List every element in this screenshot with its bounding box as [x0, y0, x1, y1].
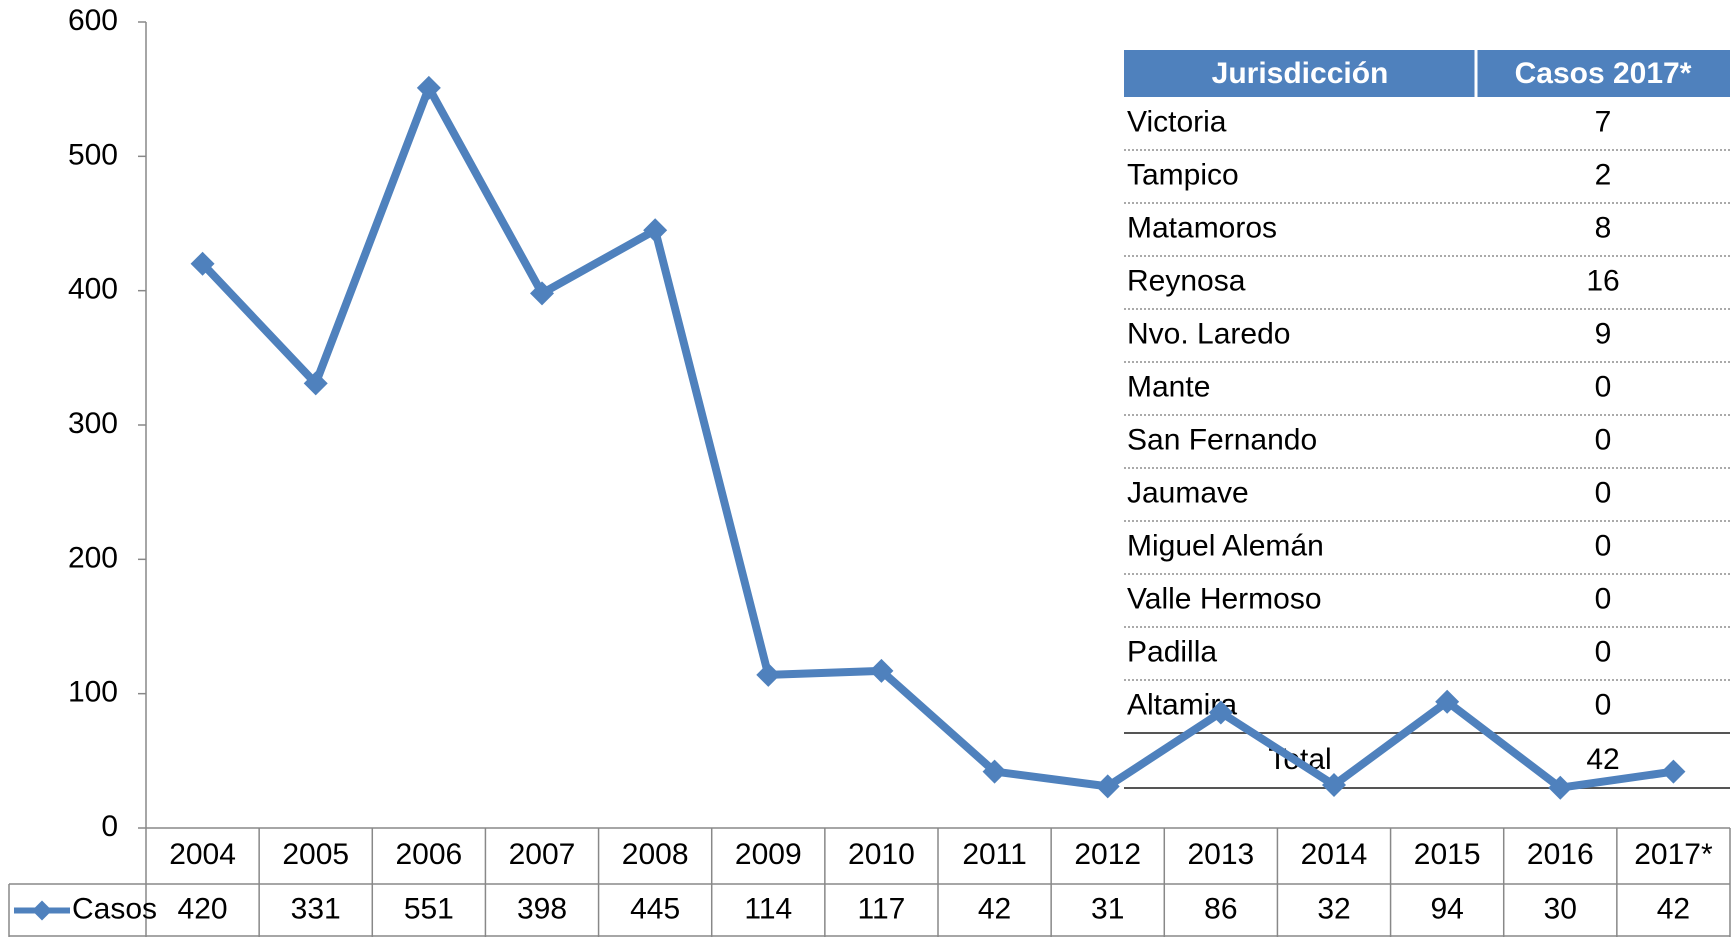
data-table-value: 114	[744, 892, 792, 925]
y-tick-label: 100	[68, 676, 118, 709]
x-tick-label: 2004	[169, 838, 236, 871]
marker	[869, 658, 894, 683]
x-tick-label: 2006	[395, 838, 462, 871]
row-value: 8	[1595, 211, 1612, 244]
row-value: 0	[1595, 582, 1612, 615]
marker	[190, 251, 215, 276]
marker	[1322, 773, 1346, 798]
marker	[756, 662, 781, 687]
data-table-value: 331	[291, 892, 341, 925]
marker	[1548, 775, 1573, 800]
x-tick-label: 2010	[848, 838, 915, 871]
marker	[982, 759, 1007, 784]
data-table-value: 551	[404, 892, 454, 925]
y-tick-label: 600	[68, 4, 118, 37]
data-table-value: 32	[1317, 892, 1350, 925]
row-value: 0	[1595, 423, 1612, 456]
row-label: Nvo. Laredo	[1127, 317, 1290, 350]
x-tick-label: 2013	[1187, 838, 1254, 871]
x-tick-label: 2009	[735, 838, 802, 871]
x-tick-label: 2014	[1301, 838, 1368, 871]
row-value: 0	[1595, 688, 1612, 721]
x-tick-label: 2016	[1527, 838, 1594, 871]
y-tick-label: 0	[101, 810, 118, 843]
data-table-value: 31	[1091, 892, 1124, 925]
legend-label: Casos	[72, 892, 157, 925]
x-tick-label: 2007	[509, 838, 576, 871]
row-value: 0	[1595, 635, 1612, 668]
y-tick-label: 400	[68, 273, 118, 306]
table-header: Casos 2017*	[1515, 57, 1692, 90]
y-tick-label: 500	[68, 138, 118, 171]
row-label: Tampico	[1127, 158, 1239, 191]
data-table-value: 117	[858, 892, 906, 925]
marker	[1435, 689, 1460, 714]
table-header-bg	[1124, 50, 1730, 97]
x-tick-label: 2008	[622, 838, 689, 871]
data-table-value: 420	[178, 892, 228, 925]
row-value: 9	[1595, 317, 1612, 350]
row-value: 2	[1595, 158, 1612, 191]
row-label: Miguel Alemán	[1127, 529, 1324, 562]
data-table-value: 398	[517, 892, 567, 925]
row-value: 16	[1586, 264, 1619, 297]
row-label: Padilla	[1127, 635, 1217, 668]
marker	[643, 218, 668, 243]
marker	[303, 371, 328, 396]
table-header: Jurisdicción	[1212, 57, 1389, 90]
row-label: San Fernando	[1127, 423, 1317, 456]
y-tick-label: 300	[68, 407, 118, 440]
row-label: Victoria	[1127, 105, 1227, 138]
row-label: Jaumave	[1127, 476, 1249, 509]
y-tick-label: 200	[68, 541, 118, 574]
data-table-value: 42	[978, 892, 1011, 925]
x-tick-label: 2015	[1414, 838, 1481, 871]
data-table-value: 445	[630, 892, 680, 925]
row-value: 0	[1595, 370, 1612, 403]
legend-marker	[32, 900, 52, 921]
data-table-value: 94	[1430, 892, 1463, 925]
row-label: Valle Hermoso	[1127, 582, 1322, 615]
row-label: Matamoros	[1127, 211, 1277, 244]
row-label: Mante	[1127, 370, 1210, 403]
data-table-value: 42	[1657, 892, 1690, 925]
x-tick-label: 2011	[962, 838, 1027, 871]
x-tick-label: 2012	[1074, 838, 1141, 871]
marker	[1095, 774, 1120, 799]
marker	[1661, 759, 1686, 784]
x-tick-label: 2005	[282, 838, 349, 871]
row-label: Reynosa	[1127, 264, 1246, 297]
marker	[530, 281, 554, 306]
line	[199, 83, 1674, 792]
row-value: 7	[1595, 105, 1612, 138]
total-value: 42	[1586, 743, 1619, 776]
marker	[416, 75, 441, 100]
marker	[1208, 700, 1233, 725]
data-table-value: 30	[1544, 892, 1577, 925]
row-value: 0	[1595, 529, 1612, 562]
row-value: 0	[1595, 476, 1612, 509]
x-tick-label: 2017*	[1634, 838, 1713, 871]
data-table-value: 86	[1204, 892, 1237, 925]
